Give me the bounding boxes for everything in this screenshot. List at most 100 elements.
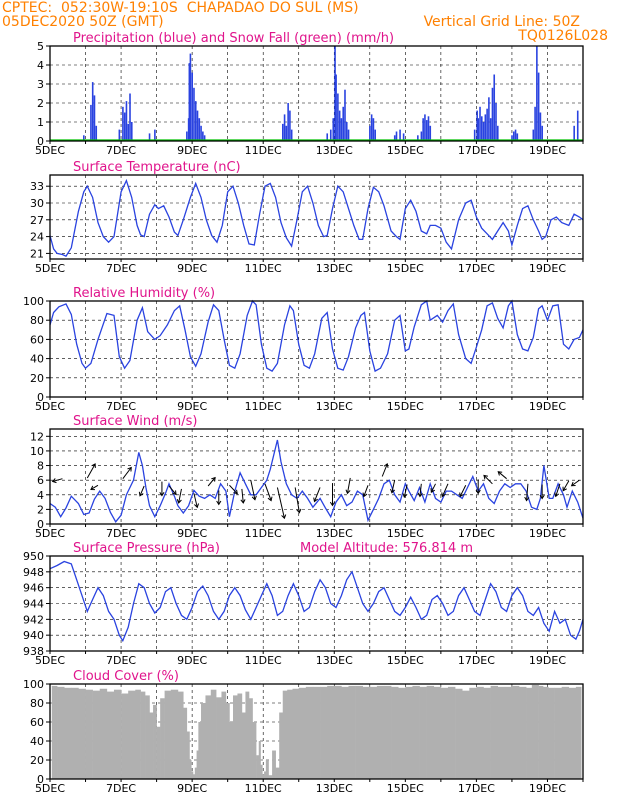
y-tick-label: 60	[30, 716, 44, 729]
precip-bar	[194, 101, 197, 141]
cloud-bar	[160, 698, 165, 779]
cloud-bar	[462, 690, 470, 779]
wind-arrow-head	[172, 490, 177, 496]
precip-bar	[573, 125, 575, 141]
y-tick-label: 3	[37, 78, 44, 91]
precip-bar	[514, 129, 517, 141]
panel-frame	[49, 45, 584, 142]
wind-arrow	[562, 480, 570, 491]
cloud-bar	[64, 687, 72, 779]
y-tick-label: 27	[30, 214, 44, 227]
precip-bar	[482, 122, 485, 141]
precip-bar	[282, 123, 284, 141]
precip-bar	[488, 97, 490, 141]
cloud-bar	[412, 685, 420, 779]
wind-arrow-head	[539, 494, 545, 500]
wind-speed-line	[49, 439, 584, 523]
panel-frame	[49, 683, 584, 780]
x-tick-label: 17DEC	[458, 654, 495, 667]
precip-bar	[83, 135, 85, 141]
wind-arrow	[168, 485, 177, 495]
cloud-bar	[189, 760, 192, 779]
cloud-bar	[561, 686, 570, 779]
precip-bar	[91, 82, 94, 141]
precip-bar	[511, 135, 513, 141]
x-tick-label: 7DEC	[106, 654, 136, 667]
precip-bar	[189, 53, 192, 141]
wind-arrow	[419, 483, 422, 497]
cloud-bar	[305, 686, 314, 779]
x-tick-label: 17DEC	[458, 400, 495, 413]
x-tick-label: 19DEC	[529, 782, 566, 795]
wind-arrow	[90, 484, 99, 490]
cloud-bar	[191, 771, 194, 779]
wind-arrow-head	[417, 492, 423, 498]
x-tick-label: 7DEC	[106, 400, 136, 413]
wind-arrow-head	[90, 485, 95, 491]
precip-bar	[370, 114, 373, 141]
cloud-bar	[196, 750, 199, 779]
precip-bar	[539, 112, 542, 141]
x-tick-label: 15DEC	[387, 527, 424, 540]
panel-title: Surface Temperature (nC)	[73, 160, 241, 175]
cloud-bar	[229, 722, 234, 779]
x-tick-label: 13DEC	[316, 144, 353, 157]
cloud-bar	[183, 707, 188, 779]
x-tick-label: 5DEC	[35, 262, 65, 275]
wind-arrow-head	[390, 488, 396, 494]
y-tick-label: 0	[37, 135, 44, 148]
cloud-bar	[405, 686, 413, 779]
y-tick-label: 33	[30, 180, 44, 193]
cloud-bar	[252, 722, 257, 779]
precip-bar	[493, 74, 496, 141]
cloud-bar	[312, 686, 321, 779]
precip-bar	[576, 110, 579, 141]
cloud-bar	[221, 691, 227, 779]
precip-bar	[335, 74, 337, 141]
precip-bar	[193, 87, 195, 141]
wind-arrow-head	[194, 503, 200, 509]
precip-bar	[476, 110, 478, 141]
cloud-bar	[170, 689, 179, 779]
wind-arrow-head	[159, 491, 165, 497]
y-tick-label: 80	[30, 697, 44, 710]
y-tick-label: 950	[23, 550, 44, 563]
precip-bar	[202, 131, 204, 141]
cloud-bar	[433, 686, 442, 779]
cloud-bar	[186, 731, 190, 779]
precip-bar	[90, 104, 92, 141]
cloud-bar	[497, 686, 506, 779]
precip-bar	[399, 129, 401, 141]
precip-bar	[123, 112, 126, 141]
wind-arrow	[86, 463, 96, 479]
cloud-bar	[548, 687, 555, 779]
cloud-bar	[568, 687, 577, 779]
cloud-bar	[258, 741, 261, 779]
x-tick-label: 19DEC	[529, 527, 566, 540]
cloud-bar	[391, 686, 399, 779]
cloud-bar	[531, 684, 536, 779]
wind-arrow	[207, 477, 216, 487]
cloud-bar	[282, 690, 288, 779]
precip-bar	[491, 87, 494, 141]
wind-arrow-head	[483, 474, 489, 480]
precip-bar	[191, 72, 193, 141]
x-tick-label: 13DEC	[316, 654, 353, 667]
cloud-bar	[71, 687, 79, 779]
cloud-bar	[135, 689, 141, 779]
wind-arrow	[52, 478, 63, 482]
precip-bar	[427, 116, 430, 141]
precip-bar	[129, 93, 131, 141]
precip-bar	[473, 129, 476, 141]
cloud-bar	[483, 687, 491, 779]
humidity-line	[49, 299, 584, 373]
panel-frame	[49, 174, 584, 260]
precip-bar	[486, 108, 488, 141]
cloud-bar	[85, 689, 93, 779]
precip-bar	[93, 95, 96, 141]
x-tick-label: 11DEC	[245, 262, 282, 275]
cloud-bar	[99, 688, 108, 779]
cloud-bar	[245, 691, 250, 779]
x-tick-label: 19DEC	[529, 144, 566, 157]
wind-arrow	[381, 463, 388, 477]
